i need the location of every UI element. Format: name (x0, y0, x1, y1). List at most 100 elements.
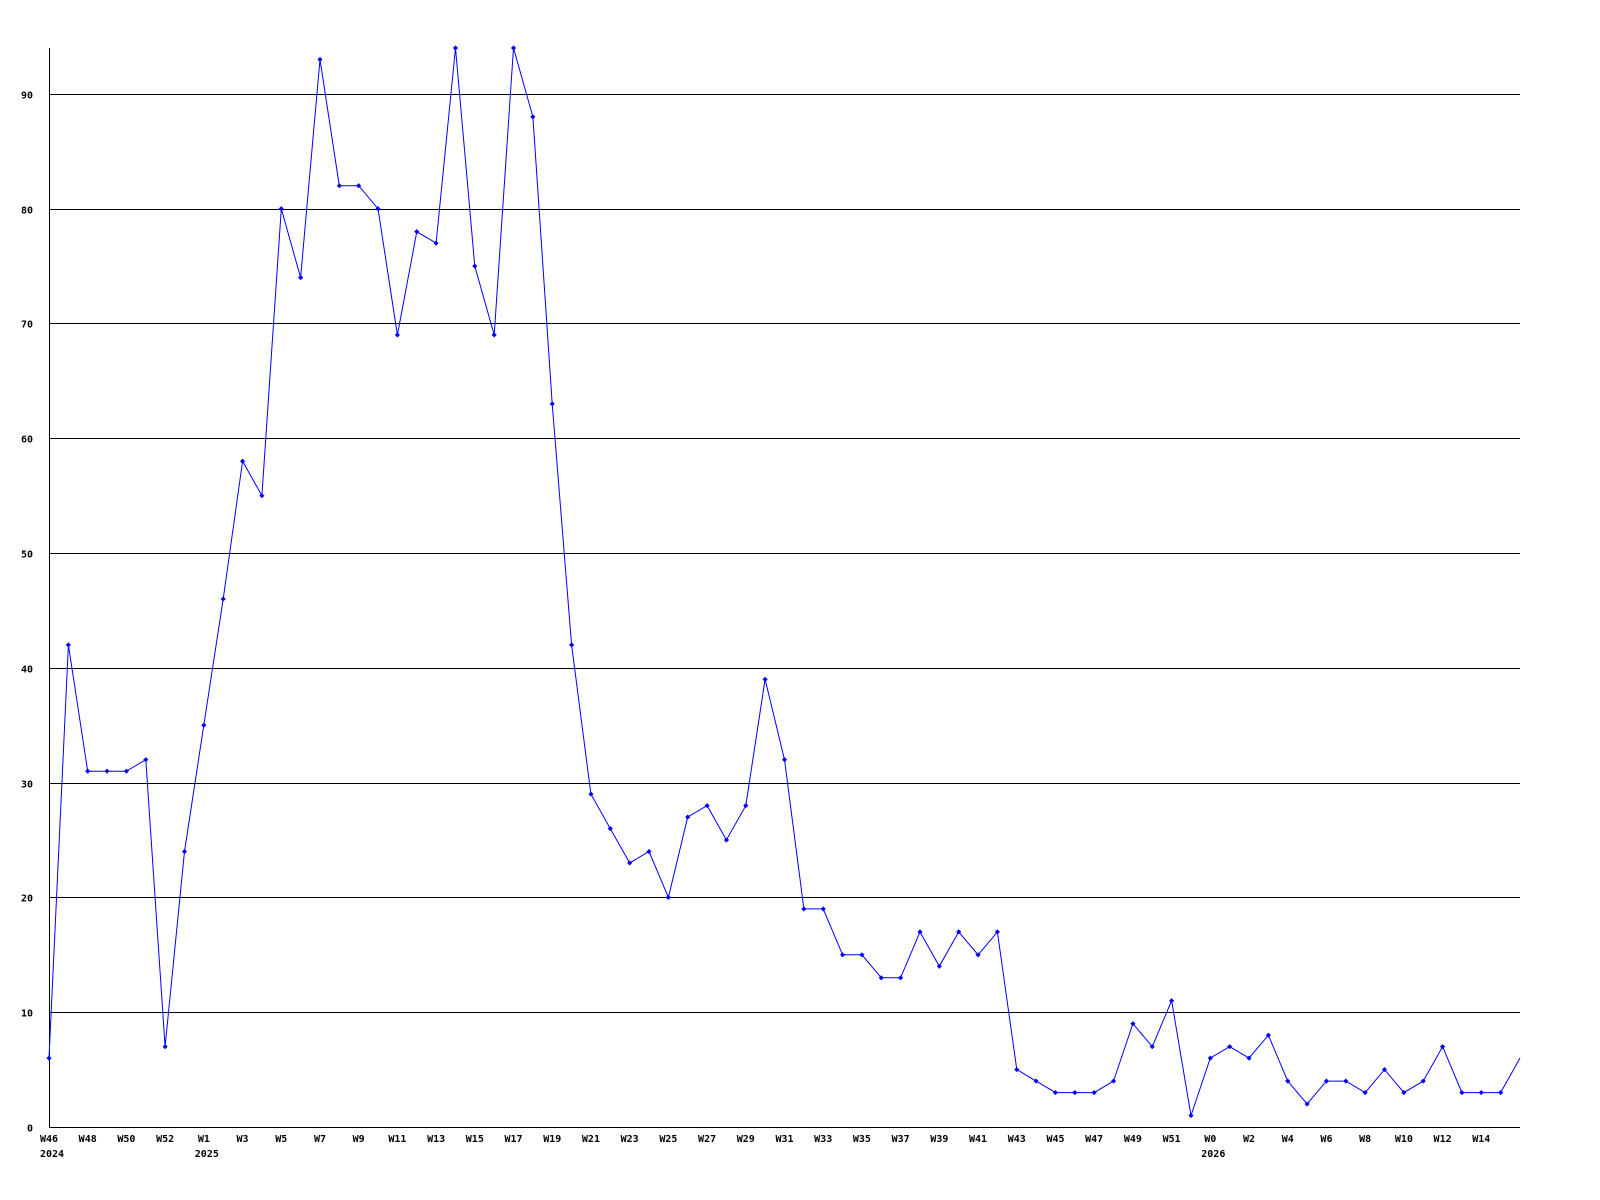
data-point (1304, 1101, 1310, 1107)
data-point (898, 975, 904, 981)
data-point (1169, 998, 1175, 1004)
data-point (1149, 1044, 1155, 1050)
data-point (646, 848, 652, 855)
data-point (510, 45, 517, 51)
data-point (433, 240, 439, 246)
data-point (1459, 1089, 1465, 1096)
data-point (936, 963, 942, 969)
y-tick-label: 90 (21, 91, 33, 102)
data-point (1033, 1078, 1039, 1084)
data-point (1110, 1078, 1117, 1084)
y-tick-label: 30 (21, 780, 33, 791)
data-point (1014, 1067, 1020, 1073)
x-tick-label: W37 (892, 1134, 910, 1145)
y-tick-label: 20 (21, 894, 33, 905)
data-point (1265, 1032, 1271, 1038)
x-tick-label: W49 (1124, 1134, 1142, 1145)
data-point (65, 642, 71, 648)
x-tick-label: W11 (388, 1134, 406, 1145)
data-point (104, 768, 110, 774)
data-point (1323, 1078, 1330, 1084)
data-point (162, 1044, 168, 1050)
data-point (278, 206, 284, 212)
x-tick-label: W7 (314, 1134, 326, 1145)
data-point (1420, 1078, 1426, 1084)
x-tick-label: W31 (775, 1134, 793, 1145)
data-point (665, 894, 671, 900)
data-point (878, 975, 884, 981)
x-tick-label: W13 (427, 1134, 445, 1145)
x-tick-label: W17 (504, 1134, 522, 1145)
data-point (1343, 1078, 1349, 1084)
data-point (820, 906, 826, 912)
data-point (723, 837, 729, 843)
data-point (1227, 1044, 1233, 1050)
data-point (685, 814, 691, 820)
y-tick-label: 60 (21, 435, 33, 446)
data-point (801, 906, 807, 912)
data-point (491, 332, 497, 338)
x-tick-label: W50 (117, 1134, 135, 1145)
data-point (1091, 1089, 1097, 1096)
data-point (1207, 1055, 1213, 1061)
x-tick-label: W9 (353, 1134, 365, 1145)
data-point (181, 848, 188, 855)
data-point (956, 929, 962, 935)
x-tick-label: W23 (621, 1134, 639, 1145)
data-point (530, 114, 536, 120)
data-point (1130, 1021, 1136, 1027)
data-point (356, 183, 362, 189)
x-tick-label: W10 (1395, 1134, 1413, 1145)
data-point (1498, 1089, 1504, 1096)
data-point (588, 791, 594, 797)
data-point (220, 596, 226, 602)
data-point (414, 229, 420, 235)
x-tick-label: W25 (659, 1134, 677, 1145)
data-point (472, 263, 478, 269)
data-point (1440, 1044, 1446, 1050)
data-point (549, 401, 555, 407)
y-tick-label: 10 (21, 1009, 33, 1020)
x-tick-label: W4 (1282, 1134, 1294, 1145)
data-point (1072, 1089, 1078, 1096)
data-point (452, 45, 459, 51)
x-tick-label: W48 (79, 1134, 97, 1145)
data-point (1246, 1055, 1252, 1061)
x-tick-label: W6 (1320, 1134, 1332, 1145)
y-tick-label: 40 (21, 665, 33, 676)
x-tick-label: W45 (1046, 1134, 1064, 1145)
data-point (1188, 1112, 1194, 1119)
data-point (743, 803, 749, 809)
data-point (975, 952, 981, 958)
x-tick-label: W41 (969, 1134, 987, 1145)
x-tick-label: W14 (1472, 1134, 1490, 1145)
x-tick-year-label: 2026 (1201, 1149, 1225, 1160)
data-point (336, 183, 342, 189)
data-point (1052, 1089, 1059, 1096)
y-tick-label: 80 (21, 206, 33, 217)
data-point (607, 825, 613, 832)
data-point (704, 803, 710, 809)
data-point (85, 768, 91, 774)
data-point (762, 676, 768, 682)
data-point (840, 952, 846, 958)
data-point (317, 56, 323, 63)
data-point (1401, 1089, 1407, 1096)
data-point (1478, 1089, 1484, 1096)
data-point (627, 860, 633, 866)
x-tick-label: W8 (1359, 1134, 1371, 1145)
data-point (781, 757, 788, 763)
x-tick-label: W27 (698, 1134, 716, 1145)
x-tick-label: W51 (1163, 1134, 1181, 1145)
x-tick-label: W3 (237, 1134, 249, 1145)
x-tick-label: W33 (814, 1134, 832, 1145)
x-tick-label: W5 (275, 1134, 287, 1145)
x-tick-label: W21 (582, 1134, 600, 1145)
x-tick-label: W43 (1008, 1134, 1026, 1145)
x-tick-label: W15 (466, 1134, 484, 1145)
y-tick-label: 70 (21, 320, 33, 331)
x-tick-label: W12 (1434, 1134, 1452, 1145)
y-tick-label: 0 (27, 1124, 33, 1135)
series-line (48, 47, 1521, 1116)
